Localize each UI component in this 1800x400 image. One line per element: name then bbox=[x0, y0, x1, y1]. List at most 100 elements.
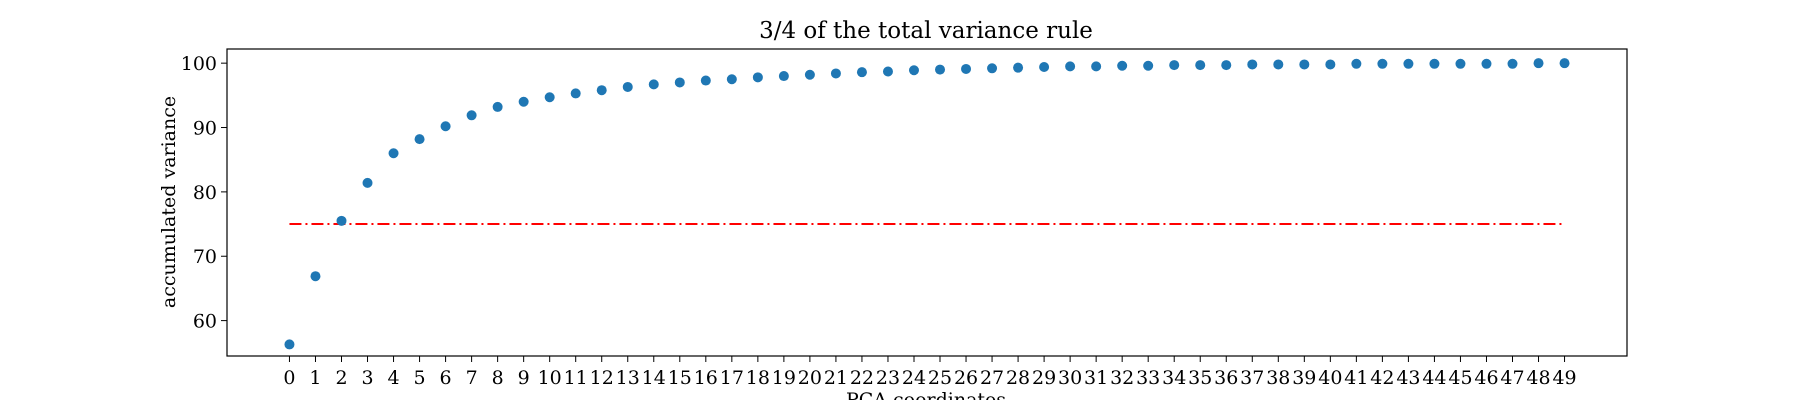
data-point bbox=[778, 71, 789, 82]
x-tick-label: 43 bbox=[1396, 367, 1420, 389]
x-tick-label: 9 bbox=[518, 367, 530, 389]
data-point bbox=[284, 339, 295, 350]
x-tick-label: 26 bbox=[954, 367, 978, 389]
y-tick-label: 70 bbox=[193, 246, 217, 268]
x-tick-label: 24 bbox=[902, 367, 926, 389]
data-point bbox=[1481, 58, 1492, 69]
data-point bbox=[1403, 58, 1414, 69]
x-tick-label: 4 bbox=[387, 367, 399, 389]
y-tick-label: 100 bbox=[181, 53, 217, 75]
data-point bbox=[440, 121, 451, 132]
x-tick-label: 25 bbox=[928, 367, 952, 389]
data-point bbox=[1325, 59, 1336, 70]
data-point bbox=[1143, 60, 1154, 71]
x-tick-label: 35 bbox=[1188, 367, 1212, 389]
data-point bbox=[544, 92, 555, 103]
x-tick-label: 11 bbox=[564, 367, 588, 389]
data-point bbox=[310, 271, 321, 282]
y-axis-label: accumulated variance bbox=[158, 96, 180, 308]
x-tick-label: 21 bbox=[824, 367, 848, 389]
x-tick-label: 2 bbox=[335, 367, 347, 389]
x-tick-label: 8 bbox=[492, 367, 504, 389]
data-point bbox=[1273, 59, 1284, 70]
x-tick-label: 34 bbox=[1162, 367, 1186, 389]
data-point bbox=[1429, 58, 1440, 69]
data-point bbox=[388, 148, 399, 159]
plot-area: 0 1 2 3 4 5 6 7 8 9 10 11 12 13 14 15 16 17 18 19 20 21 22 23 24… bbox=[181, 48, 1628, 389]
x-tick-label: 36 bbox=[1214, 367, 1238, 389]
x-tick-label: 17 bbox=[720, 367, 744, 389]
x-tick-label: 20 bbox=[798, 367, 822, 389]
x-tick-label: 15 bbox=[668, 367, 692, 389]
x-tick-label: 28 bbox=[1006, 367, 1030, 389]
plot-frame bbox=[226, 48, 1628, 357]
data-point bbox=[1533, 58, 1544, 69]
data-point bbox=[1039, 62, 1050, 73]
x-tick-label: 13 bbox=[616, 367, 640, 389]
x-tick-label: 18 bbox=[746, 367, 770, 389]
data-point bbox=[1247, 59, 1258, 70]
x-tick-label: 37 bbox=[1240, 367, 1264, 389]
x-tick-label: 22 bbox=[850, 367, 874, 389]
data-point bbox=[362, 177, 373, 188]
data-point bbox=[1195, 60, 1206, 71]
x-tick-label: 16 bbox=[694, 367, 718, 389]
x-tick-label: 0 bbox=[283, 367, 295, 389]
data-point bbox=[1091, 61, 1102, 72]
x-tick-label: 1 bbox=[309, 367, 321, 389]
data-point bbox=[622, 81, 633, 92]
data-point bbox=[752, 72, 763, 83]
data-point bbox=[726, 74, 737, 85]
x-tick-label: 44 bbox=[1422, 367, 1446, 389]
x-tick-label: 30 bbox=[1058, 367, 1082, 389]
x-tick-label: 49 bbox=[1552, 367, 1576, 389]
x-tick-label: 47 bbox=[1500, 367, 1524, 389]
data-point bbox=[1559, 58, 1570, 69]
data-point bbox=[908, 65, 919, 76]
data-point bbox=[1507, 58, 1518, 69]
x-tick-label: 14 bbox=[642, 367, 666, 389]
x-tick-label: 31 bbox=[1084, 367, 1108, 389]
data-point bbox=[882, 66, 893, 77]
x-tick-label: 38 bbox=[1266, 367, 1290, 389]
data-point bbox=[1455, 58, 1466, 69]
x-tick-label: 6 bbox=[440, 367, 452, 389]
x-tick-label: 3 bbox=[361, 367, 373, 389]
x-tick-label: 41 bbox=[1344, 367, 1368, 389]
x-tick-label: 45 bbox=[1448, 367, 1472, 389]
x-tick-label: 23 bbox=[876, 367, 900, 389]
data-point bbox=[830, 68, 841, 79]
data-point bbox=[1221, 60, 1232, 71]
data-point bbox=[674, 77, 685, 88]
x-tick-label: 39 bbox=[1292, 367, 1316, 389]
chart-title: 3/4 of the total variance rule bbox=[759, 18, 1093, 44]
data-point bbox=[466, 110, 477, 121]
y-tick-label: 80 bbox=[193, 182, 217, 204]
data-point bbox=[1299, 59, 1310, 70]
data-point bbox=[1169, 60, 1180, 71]
data-point bbox=[1065, 61, 1076, 72]
x-tick-label: 10 bbox=[538, 367, 562, 389]
data-point bbox=[1377, 58, 1388, 69]
y-tick-label: 60 bbox=[193, 311, 217, 333]
data-point bbox=[518, 96, 529, 107]
data-point bbox=[1117, 60, 1128, 71]
x-tick-label: 33 bbox=[1136, 367, 1160, 389]
x-tick-label: 48 bbox=[1526, 367, 1550, 389]
data-point bbox=[596, 85, 607, 96]
data-point bbox=[492, 101, 503, 112]
data-point bbox=[804, 69, 815, 80]
y-tick-label: 90 bbox=[193, 118, 217, 140]
x-tick-label: 5 bbox=[414, 367, 426, 389]
x-tick-label: 46 bbox=[1474, 367, 1498, 389]
data-point bbox=[700, 75, 711, 86]
data-point bbox=[961, 63, 972, 74]
x-tick-label: 12 bbox=[590, 367, 614, 389]
x-tick-label: 19 bbox=[772, 367, 796, 389]
data-point bbox=[1351, 58, 1362, 69]
data-point bbox=[987, 63, 998, 74]
x-tick-label: 40 bbox=[1318, 367, 1342, 389]
x-tick-label: 29 bbox=[1032, 367, 1056, 389]
data-point bbox=[856, 67, 867, 78]
